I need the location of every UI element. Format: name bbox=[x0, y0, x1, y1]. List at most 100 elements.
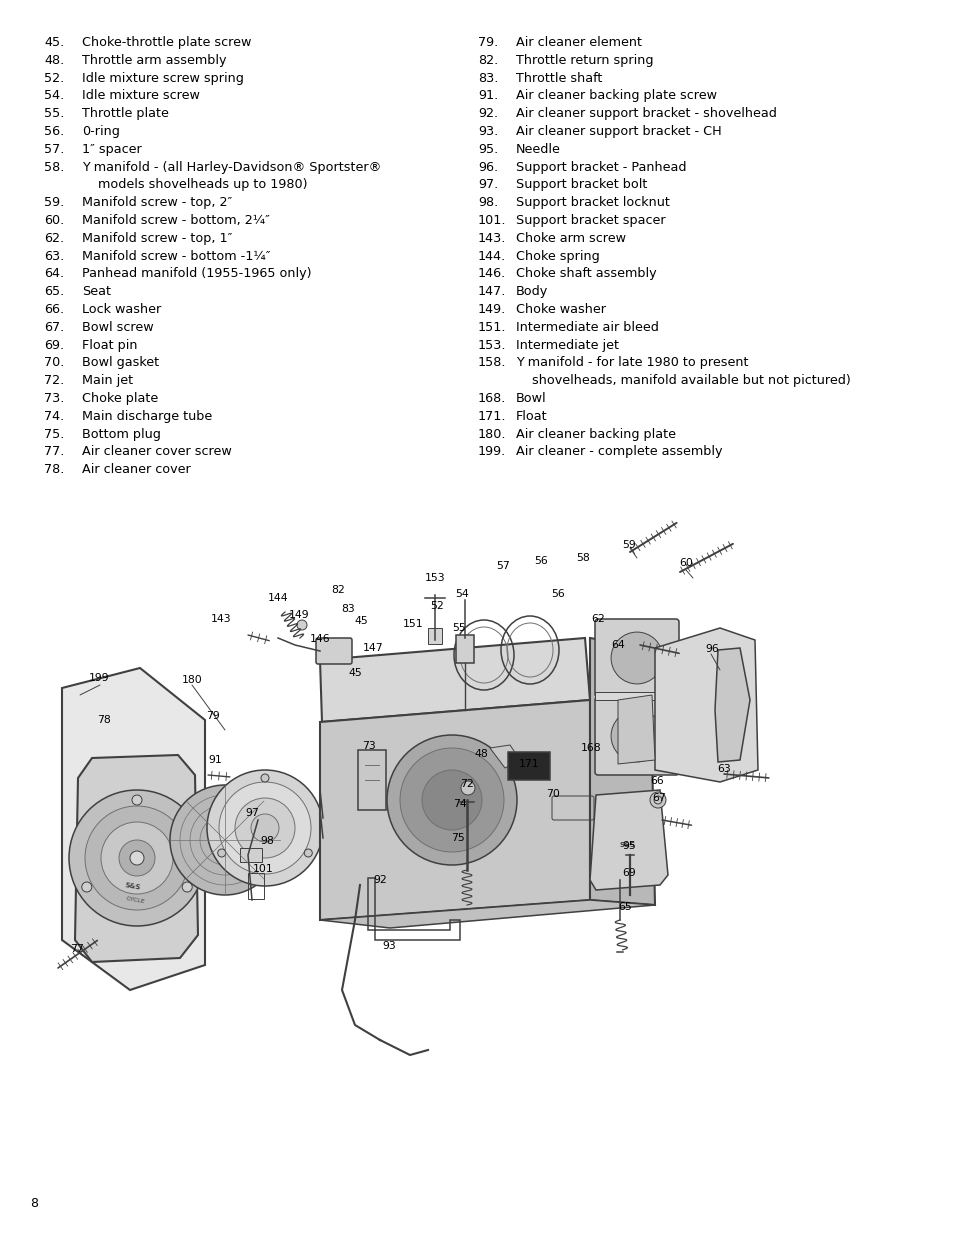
Text: Choke plate: Choke plate bbox=[82, 391, 158, 405]
Text: Choke shaft assembly: Choke shaft assembly bbox=[516, 268, 656, 280]
Text: 92: 92 bbox=[373, 876, 387, 885]
Text: Air cleaner - complete assembly: Air cleaner - complete assembly bbox=[516, 446, 721, 458]
Text: 48: 48 bbox=[474, 748, 487, 760]
Text: 72: 72 bbox=[459, 779, 474, 789]
Text: 149.: 149. bbox=[477, 303, 506, 316]
Text: Throttle plate: Throttle plate bbox=[82, 107, 169, 120]
Text: 67.: 67. bbox=[44, 321, 64, 333]
Text: Air cleaner cover screw: Air cleaner cover screw bbox=[82, 446, 232, 458]
Text: 93.: 93. bbox=[477, 125, 497, 138]
Circle shape bbox=[82, 882, 91, 892]
Text: Float: Float bbox=[516, 410, 547, 422]
Polygon shape bbox=[655, 629, 758, 782]
Text: 63.: 63. bbox=[44, 249, 64, 263]
Text: Idle mixture screw spring: Idle mixture screw spring bbox=[82, 72, 244, 85]
Polygon shape bbox=[589, 638, 655, 905]
Text: 57.: 57. bbox=[44, 143, 64, 156]
Polygon shape bbox=[319, 638, 589, 722]
Circle shape bbox=[296, 620, 307, 630]
Text: 56: 56 bbox=[534, 556, 547, 566]
Polygon shape bbox=[62, 668, 205, 990]
Text: 82: 82 bbox=[331, 585, 345, 595]
Text: 199.: 199. bbox=[477, 446, 506, 458]
Text: 91.: 91. bbox=[477, 89, 497, 103]
Text: 72.: 72. bbox=[44, 374, 64, 388]
Polygon shape bbox=[319, 900, 655, 927]
Text: 69: 69 bbox=[621, 868, 636, 878]
Text: 93: 93 bbox=[382, 941, 395, 951]
Circle shape bbox=[69, 790, 205, 926]
Text: 96.: 96. bbox=[477, 161, 497, 174]
Circle shape bbox=[182, 882, 192, 892]
Text: 74.: 74. bbox=[44, 410, 64, 422]
Circle shape bbox=[85, 806, 189, 910]
Text: 64.: 64. bbox=[44, 268, 64, 280]
Text: Choke arm screw: Choke arm screw bbox=[516, 232, 625, 245]
Text: Throttle shaft: Throttle shaft bbox=[516, 72, 601, 85]
Text: Lock washer: Lock washer bbox=[82, 303, 161, 316]
Text: 55.: 55. bbox=[44, 107, 64, 120]
Text: 67: 67 bbox=[652, 793, 665, 803]
Text: shovelheads, manifold available but not pictured): shovelheads, manifold available but not … bbox=[516, 374, 850, 388]
Circle shape bbox=[170, 785, 280, 895]
Text: Intermediate air bleed: Intermediate air bleed bbox=[516, 321, 659, 333]
Text: 149: 149 bbox=[289, 610, 309, 620]
Text: 168: 168 bbox=[580, 743, 600, 753]
Circle shape bbox=[251, 814, 278, 842]
Text: 98.: 98. bbox=[477, 196, 497, 209]
Circle shape bbox=[649, 792, 665, 808]
Text: 65.: 65. bbox=[44, 285, 64, 298]
Text: Body: Body bbox=[516, 285, 548, 298]
Text: 143.: 143. bbox=[477, 232, 506, 245]
Bar bbox=[240, 848, 262, 862]
Text: Bowl gasket: Bowl gasket bbox=[82, 357, 159, 369]
Circle shape bbox=[387, 735, 517, 864]
Text: 58.: 58. bbox=[44, 161, 64, 174]
Text: 45: 45 bbox=[354, 616, 368, 626]
Text: 66.: 66. bbox=[44, 303, 64, 316]
Text: 64: 64 bbox=[611, 640, 624, 650]
Polygon shape bbox=[75, 755, 198, 962]
Text: Air cleaner cover: Air cleaner cover bbox=[82, 463, 191, 477]
Text: 78.: 78. bbox=[44, 463, 64, 477]
Text: 66: 66 bbox=[649, 776, 663, 785]
Text: Throttle arm assembly: Throttle arm assembly bbox=[82, 54, 226, 67]
Text: S&S: S&S bbox=[619, 842, 636, 848]
Text: Y manifold - (all Harley-Davidson® Sportster®: Y manifold - (all Harley-Davidson® Sport… bbox=[82, 161, 381, 174]
Text: Main jet: Main jet bbox=[82, 374, 133, 388]
Circle shape bbox=[304, 848, 312, 857]
Text: 199: 199 bbox=[89, 673, 110, 683]
Circle shape bbox=[234, 798, 294, 858]
Text: S&S: S&S bbox=[125, 882, 141, 890]
Text: 143: 143 bbox=[211, 614, 231, 624]
Circle shape bbox=[132, 795, 142, 805]
Text: Intermediate jet: Intermediate jet bbox=[516, 338, 618, 352]
Circle shape bbox=[130, 851, 144, 864]
Text: Air cleaner backing plate screw: Air cleaner backing plate screw bbox=[516, 89, 717, 103]
Text: 101.: 101. bbox=[477, 214, 506, 227]
Text: 52: 52 bbox=[430, 601, 443, 611]
Text: 62: 62 bbox=[591, 614, 604, 624]
Text: 77.: 77. bbox=[44, 446, 64, 458]
Circle shape bbox=[219, 782, 311, 874]
Text: 95.: 95. bbox=[477, 143, 497, 156]
Polygon shape bbox=[714, 648, 749, 762]
Circle shape bbox=[261, 774, 269, 782]
Text: 144.: 144. bbox=[477, 249, 506, 263]
Text: Manifold screw - bottom -1¼″: Manifold screw - bottom -1¼″ bbox=[82, 249, 271, 263]
Bar bbox=[248, 873, 264, 899]
Bar bbox=[507, 752, 550, 781]
Text: 101: 101 bbox=[253, 864, 274, 874]
Text: 62.: 62. bbox=[44, 232, 64, 245]
Text: 146: 146 bbox=[310, 634, 330, 643]
Text: 55: 55 bbox=[452, 622, 465, 634]
Text: 56.: 56. bbox=[44, 125, 64, 138]
Polygon shape bbox=[490, 745, 519, 768]
Text: 91: 91 bbox=[208, 755, 222, 764]
Polygon shape bbox=[319, 700, 589, 920]
Text: 63: 63 bbox=[717, 764, 730, 774]
Bar bbox=[595, 692, 679, 700]
Text: 73.: 73. bbox=[44, 391, 64, 405]
Text: 151: 151 bbox=[402, 619, 423, 629]
Text: 65: 65 bbox=[618, 902, 631, 911]
